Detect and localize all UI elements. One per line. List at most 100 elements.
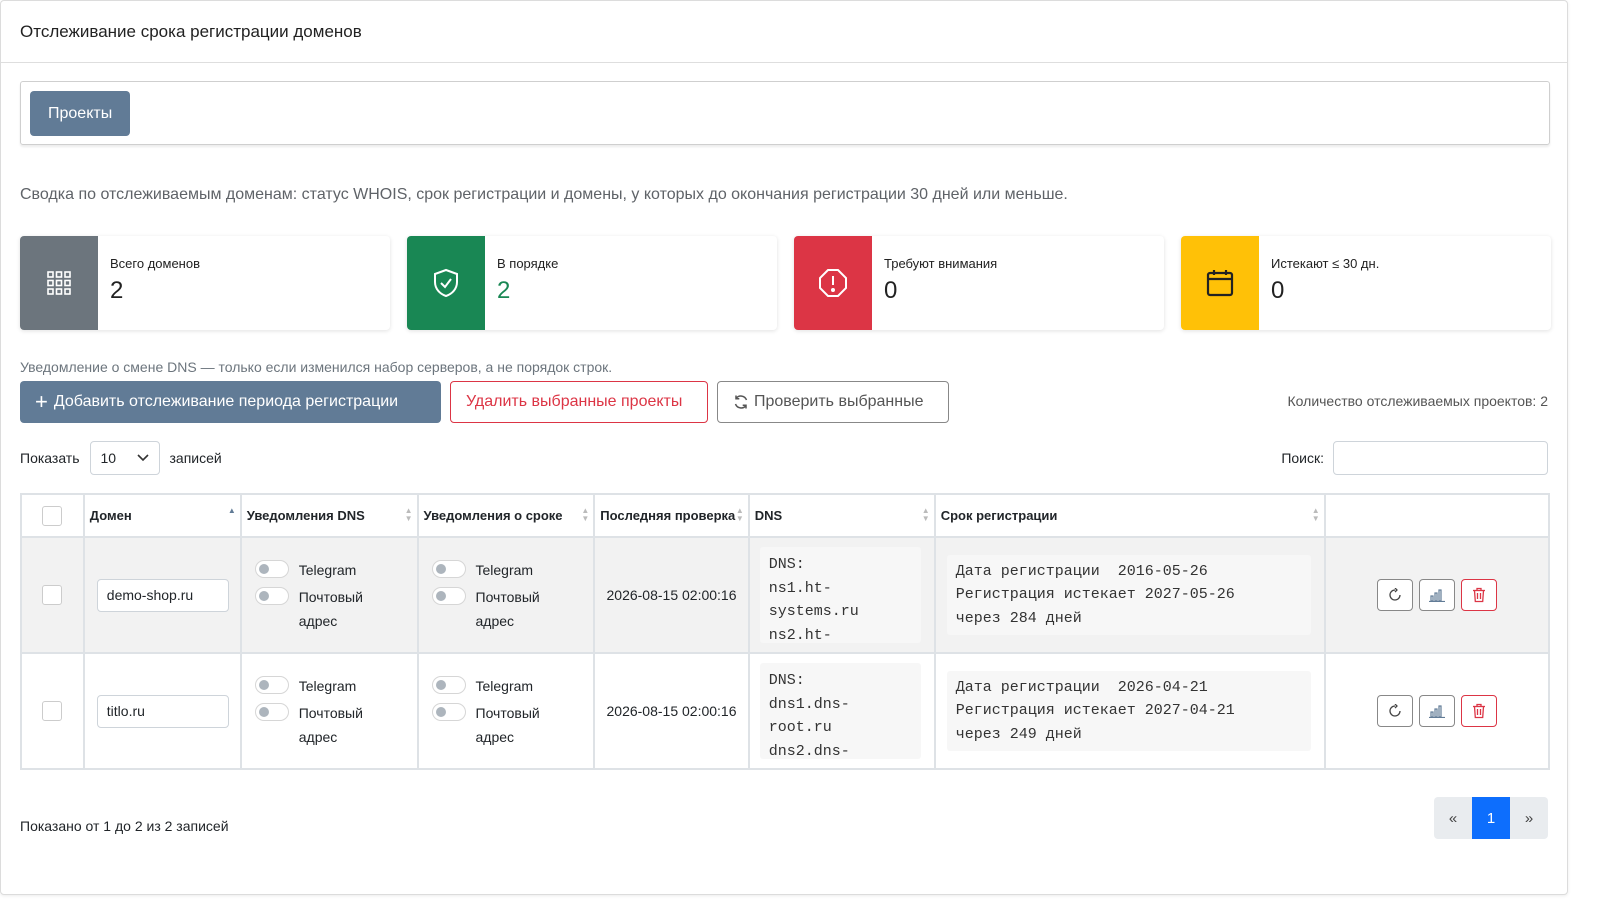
- header-domain[interactable]: Домен ▲: [82, 493, 242, 538]
- domain-field[interactable]: titlo.ru: [96, 694, 229, 728]
- stat-label: В порядке: [497, 256, 559, 271]
- plus-icon: +: [35, 389, 48, 414]
- search-label: Поиск:: [1281, 450, 1324, 466]
- toggle-switch[interactable]: [254, 675, 289, 694]
- sort-icon: ▲ ▼: [735, 506, 744, 523]
- last-check: 2026-08-15 02:00:16: [593, 652, 750, 770]
- dns-email-toggle[interactable]: Почтовый адрес: [254, 701, 412, 749]
- refresh-button[interactable]: [1376, 695, 1413, 727]
- toggle-switch[interactable]: [431, 702, 466, 721]
- header-dns[interactable]: DNS ▲ ▼: [747, 493, 936, 538]
- toggle-switch[interactable]: [254, 586, 289, 605]
- registration-info: Дата регистрации 2026-04-21 Регистрация …: [946, 670, 1311, 752]
- domains-table: Домен ▲ Уведомления DNS ▲ ▼ Уведомления о с…: [20, 493, 1551, 770]
- sort-icon: ▲ ▼: [921, 506, 930, 523]
- table-row: demo-shop.ru Telegram Почтовый адрес Tel…: [20, 536, 1551, 654]
- bar-chart-icon: [1428, 589, 1445, 602]
- toggle-switch[interactable]: [254, 559, 289, 578]
- term-email-toggle[interactable]: Почтовый адрес: [431, 585, 589, 633]
- dns-servers: DNS: ns1.ht- systems.ru ns2.ht-: [759, 547, 921, 643]
- refresh-button[interactable]: [1376, 579, 1413, 611]
- domain-field[interactable]: demo-shop.ru: [96, 578, 229, 612]
- header-registration-term[interactable]: Срок регистрации ▲ ▼: [933, 493, 1326, 538]
- stat-expiring: Истекают ≤ 30 дн. 0: [1181, 236, 1551, 330]
- length-menu: Показать 10 записей: [20, 441, 222, 475]
- stat-label: Всего доменов: [110, 256, 200, 271]
- table-header-row: Домен ▲ Уведомления DNS ▲ ▼ Уведомления о с…: [20, 493, 1551, 538]
- length-prefix: Показать: [20, 450, 80, 466]
- toggle-switch[interactable]: [431, 559, 466, 578]
- pagination: « 1 »: [1434, 797, 1548, 839]
- main-card: Отслеживание срока регистрации доменов П…: [0, 0, 1568, 895]
- select-all-checkbox[interactable]: [42, 505, 63, 526]
- dns-servers: DNS: dns1.dns- root.ru dns2.dns-: [759, 663, 921, 759]
- row-checkbox[interactable]: [42, 585, 63, 605]
- chevron-down-icon: [136, 454, 149, 462]
- shield-check-icon: [407, 236, 485, 330]
- refresh-icon: [733, 394, 749, 410]
- sort-asc-icon: ▲: [227, 506, 236, 515]
- stat-value: 0: [1271, 277, 1285, 304]
- stat-label: Требуют внимания: [884, 256, 998, 271]
- delete-selected-button[interactable]: Удалить выбранные проекты: [450, 381, 708, 423]
- check-selected-button[interactable]: Проверить выбранные: [717, 381, 949, 423]
- stat-total-domains: Всего доменов 2: [20, 236, 390, 330]
- table-info: Показано от 1 до 2 из 2 записей: [20, 818, 229, 834]
- page-1-button[interactable]: 1: [1472, 797, 1510, 839]
- add-tracking-label: Добавить отслеживание периода регистраци…: [53, 393, 399, 410]
- select-all-header: [20, 493, 85, 538]
- delete-row-button[interactable]: [1460, 579, 1497, 611]
- history-chart-button[interactable]: [1418, 579, 1455, 611]
- registration-info: Дата регистрации 2016-05-26 Регистрация …: [946, 554, 1311, 636]
- stat-label: Истекают ≤ 30 дн.: [1271, 256, 1380, 271]
- bar-chart-icon: [1428, 705, 1445, 718]
- length-suffix: записей: [169, 450, 222, 466]
- dns-telegram-toggle[interactable]: Telegram: [254, 558, 412, 582]
- trash-icon: [1472, 703, 1485, 719]
- header-last-check[interactable]: Последняя проверка ▲ ▼: [593, 493, 750, 538]
- row-checkbox[interactable]: [42, 701, 63, 721]
- page-title: Отслеживание срока регистрации доменов: [1, 1, 1567, 63]
- dns-telegram-toggle[interactable]: Telegram: [254, 674, 412, 698]
- term-email-toggle[interactable]: Почтовый адрес: [431, 701, 589, 749]
- toggle-switch[interactable]: [431, 586, 466, 605]
- term-telegram-toggle[interactable]: Telegram: [431, 674, 589, 698]
- dns-email-toggle[interactable]: Почтовый адрес: [254, 585, 412, 633]
- stat-value: 2: [497, 277, 511, 304]
- dns-note: Уведомление о смене DNS — только если из…: [20, 359, 613, 375]
- search-row: Поиск:: [1281, 441, 1548, 475]
- history-chart-button[interactable]: [1418, 695, 1455, 727]
- projects-bar: Проекты: [20, 81, 1550, 145]
- page-length-select[interactable]: 10: [89, 441, 160, 475]
- delete-selected-label: Удалить выбранные проекты: [466, 393, 683, 410]
- check-selected-label: Проверить выбранные: [754, 393, 924, 410]
- refresh-icon: [1389, 704, 1401, 717]
- table-row: titlo.ru Telegram Почтовый адрес Telegra…: [20, 652, 1551, 770]
- header-actions: [1323, 493, 1551, 538]
- term-telegram-toggle[interactable]: Telegram: [431, 558, 589, 582]
- sort-icon: ▲ ▼: [581, 506, 590, 523]
- add-tracking-button[interactable]: + Добавить отслеживание периода регистра…: [20, 381, 441, 423]
- projects-button[interactable]: Проекты: [30, 91, 131, 136]
- trash-icon: [1472, 587, 1485, 603]
- calendar-icon: [1181, 236, 1259, 330]
- alert-octagon-icon: [794, 236, 872, 330]
- sort-icon: ▲ ▼: [404, 506, 413, 523]
- page-length-value: 10: [100, 450, 117, 466]
- toggle-switch[interactable]: [254, 702, 289, 721]
- header-term-notifications[interactable]: Уведомления о сроке ▲ ▼: [416, 493, 596, 538]
- stat-ok: В порядке 2: [407, 236, 777, 330]
- prev-page-button[interactable]: «: [1434, 797, 1472, 839]
- last-check: 2026-08-15 02:00:16: [593, 536, 750, 654]
- grid-icon: [20, 236, 98, 330]
- search-input[interactable]: [1333, 441, 1548, 475]
- stat-attention: Требуют внимания 0: [794, 236, 1164, 330]
- refresh-icon: [1389, 588, 1401, 601]
- header-dns-notifications[interactable]: Уведомления DNS ▲ ▼: [239, 493, 419, 538]
- sort-icon: ▲ ▼: [1311, 506, 1320, 523]
- delete-row-button[interactable]: [1460, 695, 1497, 727]
- stat-value: 2: [110, 277, 124, 304]
- next-page-button[interactable]: »: [1510, 797, 1548, 839]
- toggle-switch[interactable]: [431, 675, 466, 694]
- stat-value: 0: [884, 277, 898, 304]
